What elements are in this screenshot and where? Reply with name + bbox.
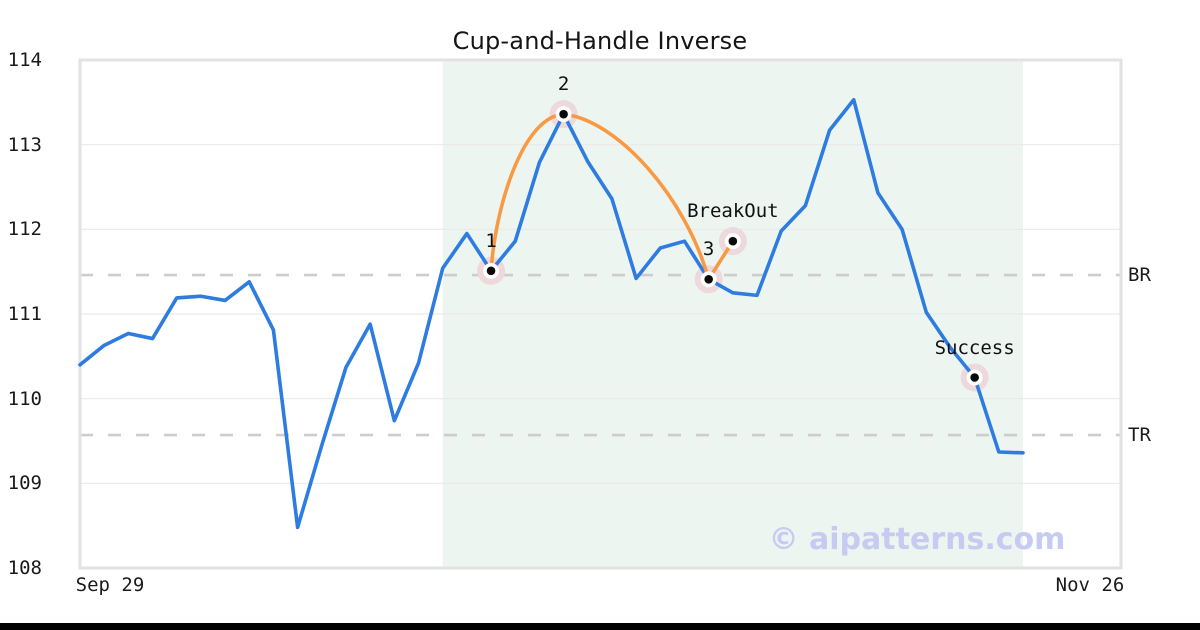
- y-tick-label: 111: [7, 303, 42, 325]
- y-tick-label: 108: [7, 557, 42, 579]
- marker-dot: [704, 274, 713, 284]
- marker-label: 1: [485, 229, 497, 252]
- chart-title: Cup-and-Handle Inverse: [452, 27, 748, 55]
- y-tick-label: 109: [7, 472, 42, 495]
- x-tick-label: Sep 29: [75, 574, 145, 596]
- marker-dot: [486, 266, 496, 276]
- marker-dot: [970, 373, 979, 382]
- y-tick-label: 114: [7, 49, 42, 71]
- marker-dot: [728, 236, 738, 246]
- price-line: [78, 97, 1025, 530]
- y-tick-label: 113: [7, 133, 42, 156]
- bottom-bar: [0, 623, 1200, 630]
- x-tick-label: Nov 26: [1055, 574, 1125, 596]
- marker-label: 3: [702, 238, 715, 261]
- y-tick-label: 112: [7, 218, 42, 241]
- y-tick-label: 110: [7, 387, 42, 410]
- plot-border: [78, 58, 1123, 570]
- marker-label: BreakOut: [687, 200, 779, 223]
- watermark: © aipatterns.com: [768, 522, 1066, 557]
- marker-label: 2: [557, 73, 570, 96]
- level-label-br: BR: [1128, 264, 1151, 287]
- level-label-tr: TR: [1128, 424, 1151, 447]
- marker-dot: [559, 109, 568, 119]
- marker-label: Success: [934, 336, 1015, 359]
